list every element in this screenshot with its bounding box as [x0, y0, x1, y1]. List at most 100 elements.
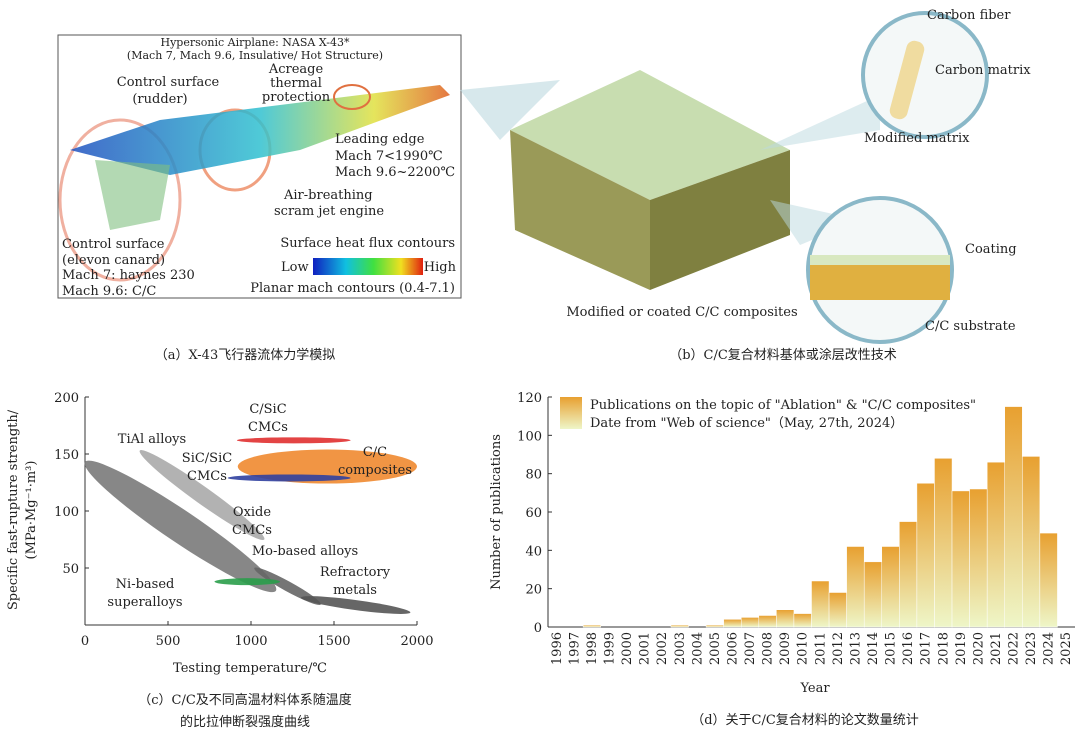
text: C/C substrate — [925, 319, 1016, 334]
x-tick-label: 2019 — [954, 632, 969, 665]
x-tick-label: 2014 — [866, 632, 881, 665]
fiber — [889, 40, 925, 120]
text: protection — [262, 90, 331, 105]
x-tick-label: 2011 — [813, 632, 828, 665]
y-tick-label: 200 — [54, 391, 79, 406]
region-label: CMCs — [248, 420, 288, 435]
text: (Mach 7, Mach 9.6, Insulative/ Hot Struc… — [127, 49, 383, 62]
contour — [58, 118, 182, 282]
bar — [986, 461, 1005, 628]
bar — [1039, 532, 1058, 628]
y-tick-label: 60 — [525, 506, 542, 521]
zoom — [460, 80, 560, 140]
bar — [863, 561, 883, 628]
x-tick-label: 2009 — [778, 632, 793, 665]
x-tick-label: 500 — [156, 634, 181, 649]
y-tick-label: 50 — [62, 562, 79, 577]
x-tick-label: 2002 — [655, 632, 670, 665]
bar — [582, 624, 601, 628]
x-tick-label: 2003 — [673, 632, 688, 665]
y-tick-label: 40 — [525, 544, 542, 559]
caption: （b）C/C复合材料基体或涂层改性技术 — [669, 347, 897, 363]
x-tick-label: 2013 — [848, 632, 863, 665]
x-tick-label: 0 — [81, 634, 89, 649]
y-tick-label: 100 — [517, 429, 542, 444]
bar — [1004, 406, 1023, 628]
x-tick-label: 2025 — [1059, 632, 1074, 665]
x-tick-label: 2004 — [690, 632, 705, 665]
region — [236, 437, 351, 444]
x-axis-label: Year — [799, 681, 830, 696]
region — [227, 474, 351, 482]
region-label: Refractory — [320, 565, 391, 580]
plane-body — [70, 85, 450, 175]
coating — [810, 255, 950, 265]
text: Hypersonic Airplane: NASA X-43* — [161, 36, 350, 49]
x-tick-label: 2012 — [831, 632, 846, 665]
legend-swatch — [560, 397, 582, 429]
x-tick-label: 2021 — [989, 632, 1004, 665]
zoom — [770, 200, 860, 245]
caption: （c）C/C及不同高温材料体系随温度 — [138, 692, 352, 708]
text: Leading edge — [335, 132, 425, 147]
x-tick-label: 2016 — [901, 632, 916, 665]
x-tick-label: 2024 — [1042, 632, 1057, 665]
text: Surface heat flux contours — [280, 236, 455, 251]
x-tick-label: 1997 — [567, 632, 582, 665]
text: Carbon matrix — [935, 63, 1031, 78]
x-tick-label: 2010 — [796, 632, 811, 665]
text: thermal — [270, 76, 322, 91]
text: Planar mach contours (0.4-7.1) — [250, 281, 455, 296]
x-tick-label: 1000 — [234, 634, 267, 649]
bar — [846, 546, 865, 628]
y-tick-label: 150 — [54, 448, 79, 463]
bar — [934, 458, 953, 628]
bar — [670, 624, 689, 628]
highlight — [333, 84, 371, 110]
text: Control surface — [62, 237, 165, 252]
x-tick-label: 2023 — [1024, 632, 1039, 665]
text: (elevon canard) — [62, 253, 165, 268]
bar — [969, 488, 988, 628]
bar — [951, 490, 970, 628]
region-label: C/C — [363, 445, 387, 460]
bar — [899, 521, 918, 628]
region — [300, 596, 411, 614]
caption: （a）X-43飞行器流体力学模拟 — [155, 347, 335, 363]
cube-side — [510, 130, 650, 290]
bar — [793, 613, 812, 628]
region-label: superalloys — [107, 595, 182, 610]
region-label: Ni-based — [116, 577, 175, 592]
text: Low — [281, 260, 309, 275]
region-label: CMCs — [232, 523, 272, 538]
x-tick-label: 2005 — [708, 632, 723, 665]
legend-label: Date from "Web of science"（May, 27th, 20… — [590, 416, 903, 431]
x-tick-label: 2007 — [743, 632, 758, 665]
text: Control surface — [117, 75, 220, 90]
cube-top — [510, 70, 790, 200]
cube-side — [650, 150, 790, 290]
x-tick-label: 2006 — [725, 632, 740, 665]
text: Mach 7<1990℃ — [335, 149, 443, 164]
x-tick-label: 2000 — [400, 634, 433, 649]
y-tick-label: 120 — [517, 391, 542, 406]
region — [84, 460, 277, 593]
y-tick-label: 20 — [525, 583, 542, 598]
x-tick-label: 1998 — [585, 632, 600, 665]
canard — [95, 160, 170, 230]
caption: （d）关于C/C复合材料的论文数量统计 — [691, 712, 919, 728]
text: (rudder) — [132, 92, 187, 107]
x-tick-label: 2022 — [1007, 632, 1022, 665]
bar — [828, 592, 847, 628]
bar — [758, 615, 777, 628]
y-axis-label: Specific fast-rupture strength/ — [6, 409, 21, 610]
region — [214, 578, 281, 586]
y-tick-label: 100 — [54, 505, 79, 520]
bar — [811, 580, 830, 628]
text: Mach 7: haynes 230 — [62, 268, 195, 283]
caption: 的比拉伸断裂强度曲线 — [180, 714, 310, 730]
text: Acreage — [268, 62, 324, 77]
text: Modified matrix — [864, 131, 970, 146]
legend-label: Publications on the topic of "Ablation" … — [590, 398, 976, 413]
